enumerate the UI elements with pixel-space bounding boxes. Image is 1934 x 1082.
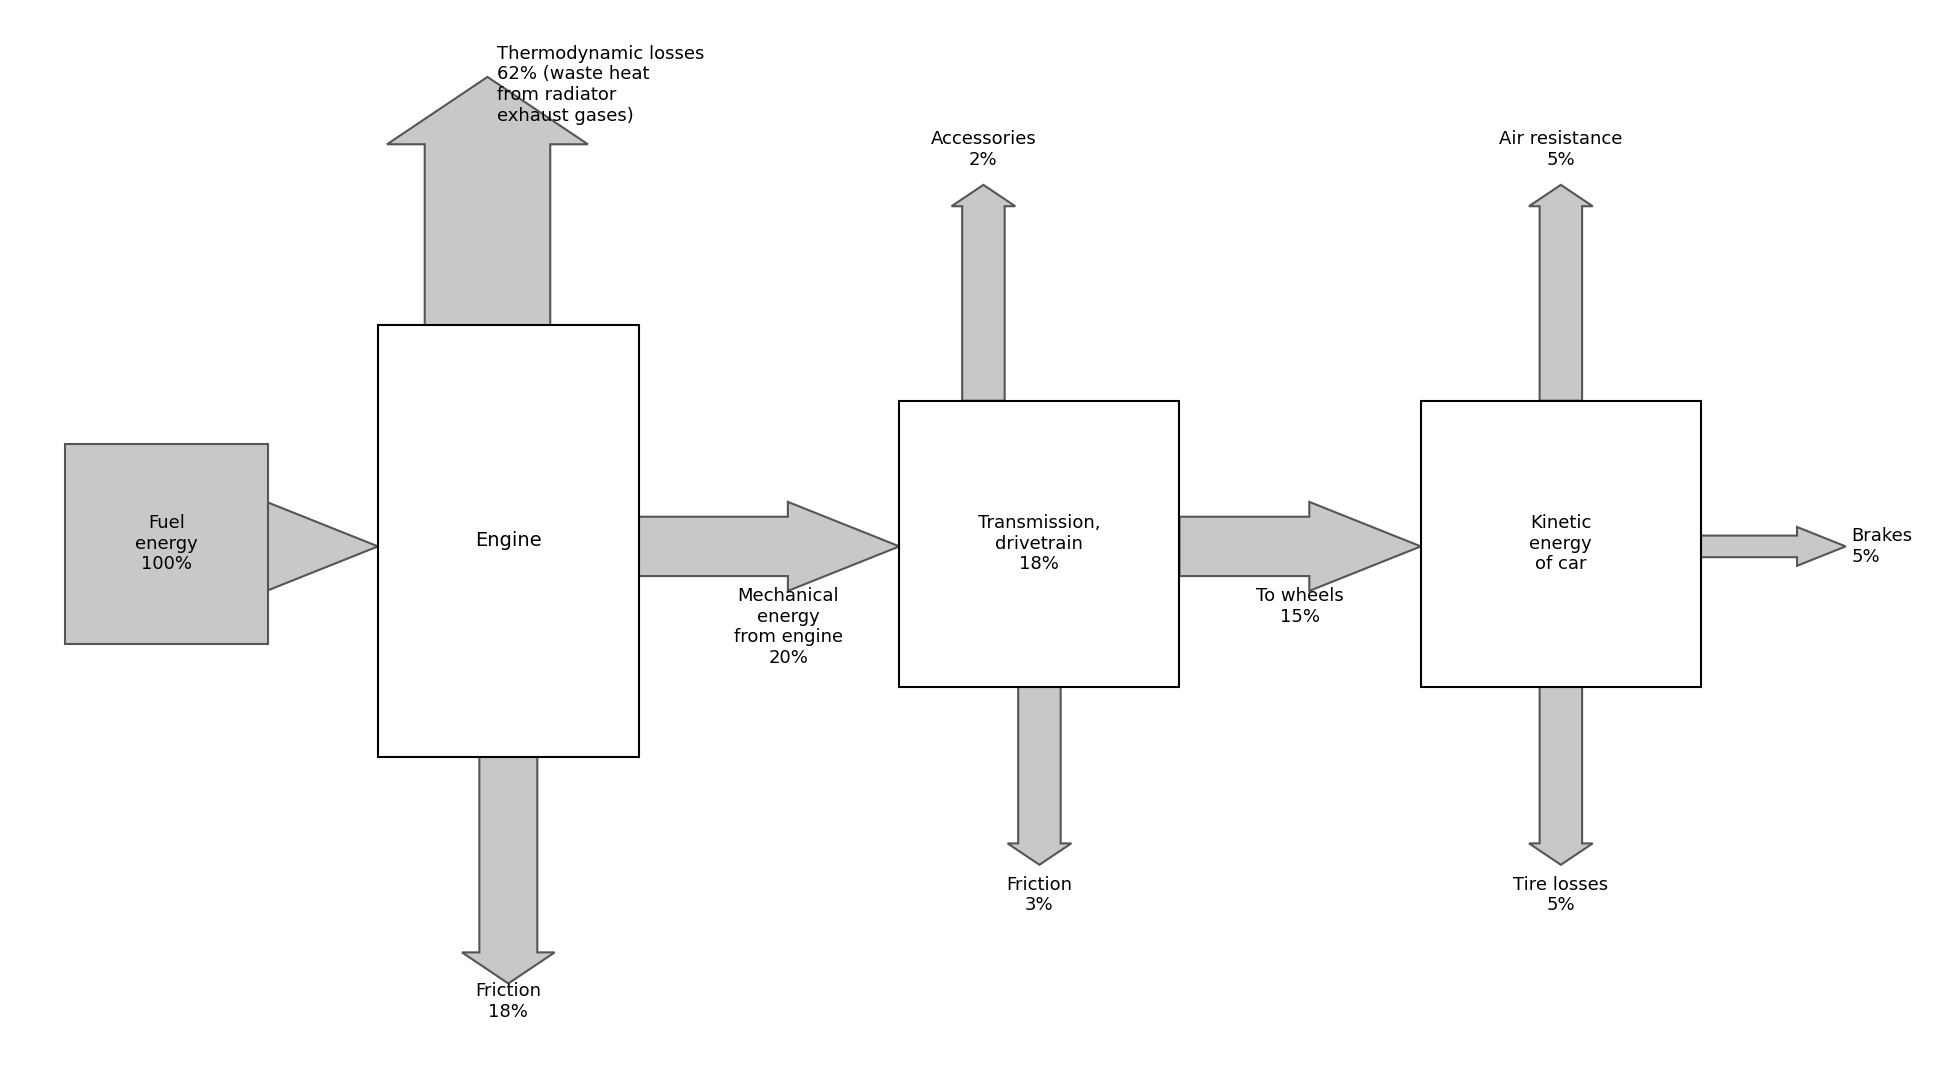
Polygon shape [952, 185, 1015, 400]
Polygon shape [1008, 687, 1071, 865]
FancyBboxPatch shape [1421, 400, 1700, 687]
Polygon shape [1530, 185, 1594, 400]
Polygon shape [1180, 502, 1421, 591]
Polygon shape [387, 77, 588, 326]
Text: Engine: Engine [476, 531, 542, 551]
Polygon shape [638, 502, 899, 591]
Text: Friction
3%: Friction 3% [1006, 875, 1073, 914]
Text: Accessories
2%: Accessories 2% [930, 130, 1037, 169]
FancyBboxPatch shape [66, 444, 269, 644]
Text: Thermodynamic losses
62% (waste heat
from radiator
exhaust gases): Thermodynamic losses 62% (waste heat fro… [497, 44, 704, 124]
FancyBboxPatch shape [899, 400, 1180, 687]
Text: Tire losses
5%: Tire losses 5% [1512, 875, 1609, 914]
Polygon shape [1700, 527, 1845, 566]
Text: Brakes
5%: Brakes 5% [1851, 527, 1913, 566]
Text: To wheels
15%: To wheels 15% [1257, 586, 1344, 625]
FancyBboxPatch shape [377, 326, 638, 756]
Text: Friction
18%: Friction 18% [476, 982, 542, 1021]
Polygon shape [462, 756, 555, 984]
Polygon shape [1530, 687, 1594, 865]
Text: Fuel
energy
100%: Fuel energy 100% [135, 514, 197, 573]
Text: Transmission,
drivetrain
18%: Transmission, drivetrain 18% [979, 514, 1100, 573]
Text: Air resistance
5%: Air resistance 5% [1499, 130, 1623, 169]
Polygon shape [267, 502, 377, 591]
Text: Kinetic
energy
of car: Kinetic energy of car [1530, 514, 1592, 573]
Text: Mechanical
energy
from engine
20%: Mechanical energy from engine 20% [733, 586, 843, 668]
